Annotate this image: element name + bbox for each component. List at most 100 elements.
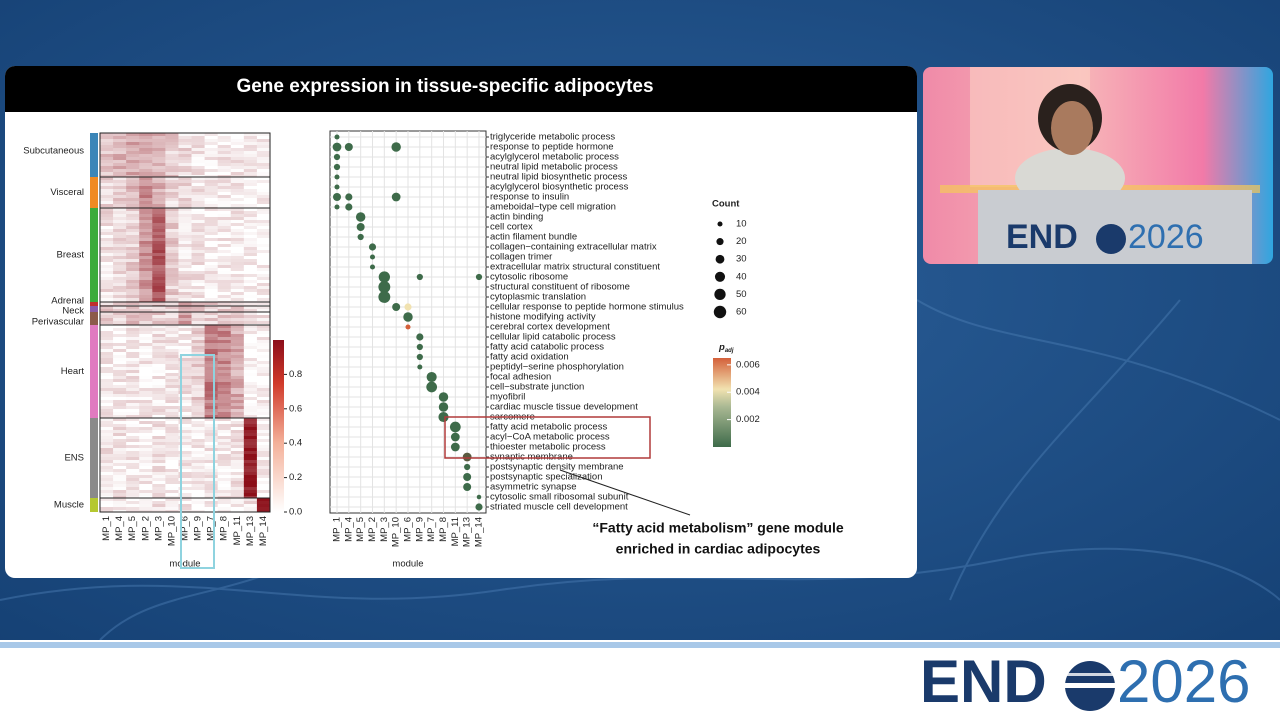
heatmap-cell [204, 400, 218, 404]
heatmap-cell [126, 286, 140, 290]
heatmap-cell [126, 478, 140, 482]
heatmap-cell [100, 280, 114, 284]
heatmap-cell [230, 466, 245, 470]
heatmap-cell [113, 406, 127, 410]
heatmap-cell [126, 226, 140, 230]
heatmap-cell [243, 510, 258, 513]
heatmap-cell [126, 388, 140, 392]
group-label: Visceral [50, 187, 84, 198]
heatmap-cell [152, 315, 166, 319]
heatmap-cell [204, 421, 218, 425]
heatmap-cell [139, 250, 153, 254]
heatmap-cell [178, 334, 192, 338]
heatmap-cell [126, 259, 140, 263]
heatmap-cell [165, 250, 179, 254]
heatmap-cell [100, 424, 114, 428]
heatmap-cell [126, 186, 140, 190]
heatmap-cell [152, 328, 166, 332]
heatmap-cell [230, 493, 245, 497]
heatmap-cell [230, 358, 245, 362]
heatmap-cell [191, 382, 205, 386]
colorbar-tick-label: 0.006 [736, 359, 760, 370]
heatmap-cell [126, 309, 140, 313]
heatmap-cell [113, 312, 127, 316]
y-tick-label: focal adhesion [490, 372, 551, 383]
heatmap-cell [243, 312, 258, 316]
heatmap-cell [100, 394, 114, 398]
dot [355, 212, 366, 222]
heatmap-cell [152, 463, 166, 467]
heatmap-cell [152, 198, 166, 202]
heatmap-cell [217, 289, 232, 293]
heatmap-cell [178, 409, 192, 413]
heatmap-cell [139, 478, 153, 482]
heatmap-cell [113, 358, 127, 362]
heatmap-cell [217, 385, 232, 389]
heatmap-cell [139, 238, 153, 242]
heatmap-cell [100, 481, 114, 485]
heatmap-cell [191, 302, 205, 306]
heatmap-cell [230, 445, 245, 449]
heatmap-cell [191, 391, 205, 395]
heatmap-cell [243, 331, 258, 335]
heatmap-cell [100, 442, 114, 446]
heatmap-cell [243, 166, 258, 170]
heatmap-cell [178, 241, 192, 245]
heatmap-cell [243, 136, 258, 140]
heatmap-cell [256, 306, 271, 310]
heatmap-cell [256, 397, 271, 401]
group-bar [90, 418, 98, 498]
heatmap-cell [100, 226, 114, 230]
heatmap-cell [165, 448, 179, 452]
heatmap-cell [243, 177, 258, 181]
heatmap-cell [204, 262, 218, 266]
heatmap-cell [100, 370, 114, 374]
heatmap-cell [256, 309, 271, 313]
heatmap-cell [230, 391, 245, 395]
heatmap-cell [165, 198, 179, 202]
heatmap-cell [178, 400, 192, 404]
heatmap-cell [204, 204, 218, 208]
dot [426, 381, 438, 393]
heatmap-cell [178, 154, 192, 158]
heatmap-cell [178, 343, 192, 347]
heatmap-cell [152, 253, 166, 257]
heatmap-cell [230, 379, 245, 383]
heatmap-cell [256, 166, 271, 170]
heatmap-cell [165, 427, 179, 431]
heatmap-cell [126, 355, 140, 359]
heatmap-cell [230, 169, 245, 173]
heatmap-cell [113, 175, 127, 178]
heatmap-cell [230, 382, 245, 386]
heatmap-cell [243, 157, 258, 161]
heatmap-cell [165, 183, 179, 187]
heatmap-cell [126, 442, 140, 446]
heatmap-cell [126, 262, 140, 266]
heatmap-cell [256, 478, 271, 482]
heatmap-cell [230, 318, 245, 322]
heatmap: SubcutaneousVisceralBreastAdrenalNeckPer… [23, 132, 302, 570]
heatmap-cell [230, 385, 245, 389]
heatmap-cell [165, 145, 179, 149]
heatmap-cell [139, 259, 153, 263]
heatmap-cell [165, 244, 179, 248]
heatmap-cell [113, 454, 127, 458]
heatmap-cell [178, 312, 192, 316]
heatmap-cell [243, 241, 258, 245]
heatmap-cell [256, 175, 271, 178]
heatmap-cell [217, 397, 232, 401]
heatmap-cell [126, 177, 140, 181]
heatmap-cell [256, 409, 271, 413]
heatmap-cell [204, 142, 218, 146]
heatmap-cell [113, 259, 127, 263]
heatmap-cell [139, 211, 153, 215]
heatmap-cell [100, 166, 114, 170]
heatmap-cell [152, 421, 166, 425]
heatmap-cell [230, 373, 245, 377]
heatmap-cell [178, 373, 192, 377]
heatmap-cell [113, 253, 127, 257]
heatmap-cell [243, 394, 258, 398]
heatmap-cell [204, 145, 218, 149]
heatmap-cell [243, 325, 258, 329]
